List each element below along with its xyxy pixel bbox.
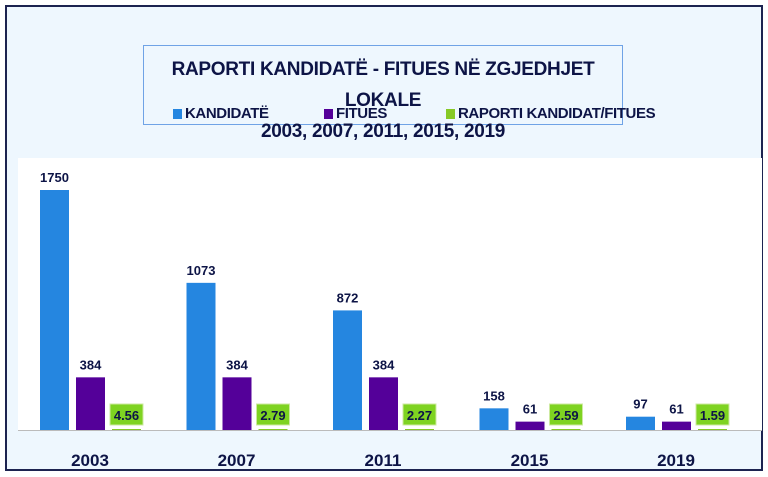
- bar-2011-1: [369, 377, 398, 430]
- x-tick-label: 2011: [365, 451, 402, 470]
- bar-2019-2: [698, 429, 727, 430]
- data-label: 1750: [40, 170, 69, 185]
- data-label: 97: [633, 397, 647, 412]
- x-tick-label: 2019: [657, 451, 695, 470]
- bar-2003-2: [112, 429, 141, 430]
- chart-title: RAPORTI KANDIDATË - FITUES NË ZGJEDHJET …: [143, 45, 623, 142]
- data-label-box: [695, 403, 730, 426]
- data-label: 4.56: [114, 408, 139, 423]
- bar-2015-0: [479, 408, 509, 430]
- data-label-box: [549, 403, 583, 426]
- bar-2015-2: [551, 429, 581, 430]
- bar-2011-2: [405, 429, 434, 430]
- bar-2007-2: [258, 429, 288, 430]
- x-tick-label: 2015: [511, 451, 549, 470]
- chart-title-line2: 2003, 2007, 2011, 2015, 2019: [260, 121, 506, 142]
- data-label: 2.59: [553, 408, 578, 423]
- data-label: 2.27: [407, 408, 432, 423]
- legend-swatch: [446, 108, 455, 119]
- data-label-box: [109, 403, 144, 426]
- legend-swatch: [173, 108, 182, 119]
- legend-swatch: [324, 108, 333, 119]
- bar-2015-1: [515, 421, 545, 430]
- legend-label: RAPORTI KANDIDAT/FITUES: [458, 105, 656, 122]
- legend-item-raporti: RAPORTI KANDIDAT/FITUES: [446, 105, 656, 122]
- bar-2003-1: [76, 377, 105, 430]
- data-label: 872: [337, 290, 359, 305]
- data-label: 158: [483, 388, 505, 403]
- data-label: 384: [373, 357, 395, 372]
- chart-title-line1: RAPORTI KANDIDATË - FITUES NË ZGJEDHJET …: [171, 59, 595, 111]
- data-label: 384: [226, 357, 248, 372]
- data-label: 61: [669, 402, 683, 417]
- bar-2007-1: [222, 377, 252, 430]
- bar-2019-0: [626, 416, 655, 430]
- bar-2011-0: [333, 310, 362, 430]
- bar-2007-0: [186, 282, 216, 430]
- data-label: 1.59: [700, 408, 725, 423]
- legend-item-fitues: FITUES: [324, 105, 387, 122]
- legend-item-kandidate: KANDIDATË: [173, 105, 269, 122]
- data-label: 2.79: [260, 408, 285, 423]
- data-label: 1073: [187, 263, 216, 278]
- data-label: 61: [523, 402, 537, 417]
- legend-label: KANDIDATË: [185, 105, 269, 122]
- bar-2019-1: [662, 421, 691, 430]
- data-label-box: [256, 403, 290, 426]
- data-label: 384: [80, 357, 102, 372]
- x-tick-label: 2007: [218, 451, 256, 470]
- x-tick-label: 2003: [71, 451, 109, 470]
- bar-2003-0: [40, 190, 69, 430]
- legend-label: FITUES: [336, 105, 387, 122]
- data-label-box: [402, 403, 437, 426]
